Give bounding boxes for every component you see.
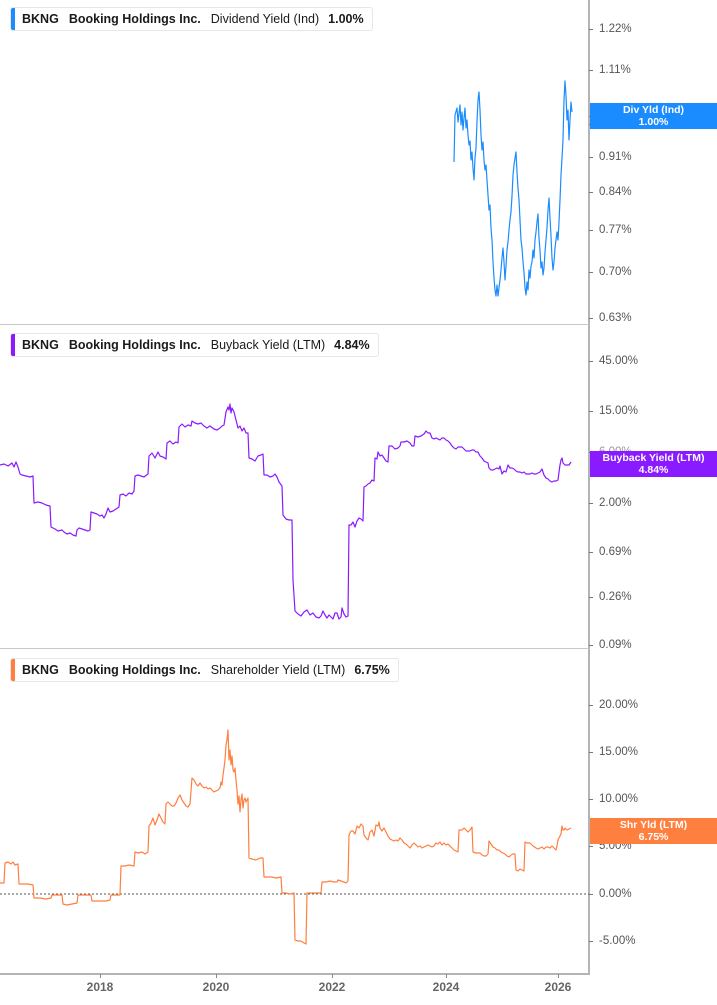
legend-value: 1.00% <box>328 12 364 26</box>
buyback-yield-panel[interactable]: BKNG Booking Holdings Inc. Buyback Yield… <box>0 325 589 648</box>
x-tick-label: 2020 <box>202 980 230 994</box>
badge-label: Shr Yld (LTM) <box>619 819 688 831</box>
y-tick-label: 0.84% <box>589 185 632 199</box>
y-tick-label: 0.63% <box>589 311 632 325</box>
y-tick-label: -5.00% <box>589 934 635 948</box>
x-tick-mark <box>332 974 333 978</box>
y-tick-label: 0.70% <box>589 265 632 279</box>
legend-ticker: BKNG <box>22 338 59 352</box>
y-tick-label: 1.22% <box>589 22 632 36</box>
legend-ticker: BKNG <box>22 12 59 26</box>
x-tick-mark <box>216 974 217 978</box>
x-tick-label: 2018 <box>86 980 114 994</box>
legend-metric: Buyback Yield (LTM) <box>210 338 326 352</box>
legend-company: Booking Holdings Inc. <box>68 12 201 26</box>
legend-color-bar <box>11 8 15 30</box>
x-tick-label: 2024 <box>432 980 460 994</box>
y-tick-label: 0.09% <box>589 638 632 652</box>
legend-ticker: BKNG <box>22 663 59 677</box>
badge-value: 1.00% <box>638 116 669 128</box>
x-tick-label: 2026 <box>544 980 572 994</box>
badge-label: Buyback Yield (LTM) <box>602 452 705 464</box>
legend-metric: Shareholder Yield (LTM) <box>210 663 346 677</box>
badge-value: 6.75% <box>638 831 669 843</box>
y-tick-label: 0.77% <box>589 223 632 237</box>
buyback-yield-line <box>0 403 572 620</box>
buyback-yield-legend[interactable]: BKNG Booking Holdings Inc. Buyback Yield… <box>10 333 379 357</box>
y-tick-label: 15.00% <box>589 404 638 418</box>
buyback-yield-current-badge: Buyback Yield (LTM) 4.84% <box>590 451 717 477</box>
y-tick-label: 15.00% <box>589 745 638 759</box>
dividend-yield-legend[interactable]: BKNG Booking Holdings Inc. Dividend Yiel… <box>10 7 373 31</box>
y-tick-label: 45.00% <box>589 354 638 368</box>
y-tick-label: 0.26% <box>589 590 632 604</box>
y-tick-label: 10.00% <box>589 792 638 806</box>
x-tick-label: 2022 <box>318 980 346 994</box>
dividend-yield-current-badge: Div Yld (Ind) 1.00% <box>590 103 717 129</box>
x-tick-mark <box>446 974 447 978</box>
badge-value: 4.84% <box>638 464 669 476</box>
dividend-yield-line <box>453 80 573 297</box>
shareholder-yield-legend[interactable]: BKNG Booking Holdings Inc. Shareholder Y… <box>10 658 399 682</box>
y-tick-label: 2.00% <box>589 496 632 510</box>
y-axis-line <box>588 0 590 974</box>
y-tick-label: 0.00% <box>589 887 632 901</box>
y-tick-label: 0.91% <box>589 150 632 164</box>
legend-company: Booking Holdings Inc. <box>68 663 201 677</box>
x-axis-line <box>0 973 590 975</box>
legend-company: Booking Holdings Inc. <box>68 338 201 352</box>
y-tick-label: 0.69% <box>589 545 632 559</box>
legend-value: 4.84% <box>334 338 370 352</box>
panel-divider-1 <box>0 324 589 325</box>
x-tick-mark <box>558 974 559 978</box>
legend-color-bar <box>11 659 15 681</box>
shareholder-yield-line <box>0 729 589 945</box>
shareholder-yield-panel[interactable]: BKNG Booking Holdings Inc. Shareholder Y… <box>0 649 589 973</box>
x-tick-mark <box>100 974 101 978</box>
badge-label: Div Yld (Ind) <box>622 104 685 116</box>
dividend-yield-panel[interactable]: BKNG Booking Holdings Inc. Dividend Yiel… <box>0 0 589 324</box>
y-tick-label: 20.00% <box>589 698 638 712</box>
y-tick-label: 1.11% <box>589 63 631 77</box>
shareholder-yield-current-badge: Shr Yld (LTM) 6.75% <box>590 818 717 844</box>
panel-divider-2 <box>0 648 589 649</box>
legend-color-bar <box>11 334 15 356</box>
legend-value: 6.75% <box>354 663 390 677</box>
legend-metric: Dividend Yield (Ind) <box>210 12 320 26</box>
